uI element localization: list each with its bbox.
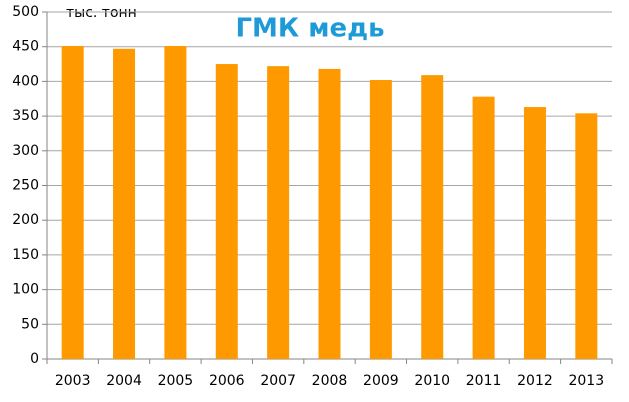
x-tick-label: 2009 [363, 373, 399, 389]
x-tick-label: 2008 [312, 373, 348, 389]
bar [215, 64, 238, 360]
bar [421, 75, 444, 360]
y-tick-label: 350 [12, 108, 39, 124]
x-tick-label: 2013 [568, 373, 604, 389]
x-tick-label: 2005 [158, 373, 194, 389]
y-tick-label: 100 [12, 282, 39, 298]
bar [164, 46, 187, 359]
y-tick-label: 200 [12, 212, 39, 228]
chart-title: ГМК медь [235, 14, 384, 44]
y-tick-label: 50 [21, 316, 39, 332]
bar [61, 46, 84, 359]
x-tick-label: 2004 [106, 373, 142, 389]
bar [523, 107, 546, 359]
y-tick-label: 150 [12, 247, 39, 263]
x-tick-label: 2011 [466, 373, 502, 389]
x-tick-label: 2010 [414, 373, 450, 389]
x-tick-label: 2003 [55, 373, 91, 389]
y-tick-label: 0 [30, 351, 39, 367]
y-tick-label: 450 [12, 39, 39, 55]
y-axis-label: тыс. тонн [66, 5, 137, 21]
bar [369, 80, 392, 360]
x-tick-label: 2006 [209, 373, 245, 389]
bar [575, 113, 598, 359]
bar [318, 68, 341, 360]
bar [267, 66, 290, 359]
y-tick-label: 500 [12, 4, 39, 20]
y-tick-label: 250 [12, 178, 39, 194]
y-tick-label: 400 [12, 73, 39, 89]
x-tick-label: 2012 [517, 373, 553, 389]
bar [472, 96, 495, 359]
x-tick-label: 2007 [260, 373, 296, 389]
bar [113, 48, 136, 359]
y-tick-label: 300 [12, 143, 39, 159]
